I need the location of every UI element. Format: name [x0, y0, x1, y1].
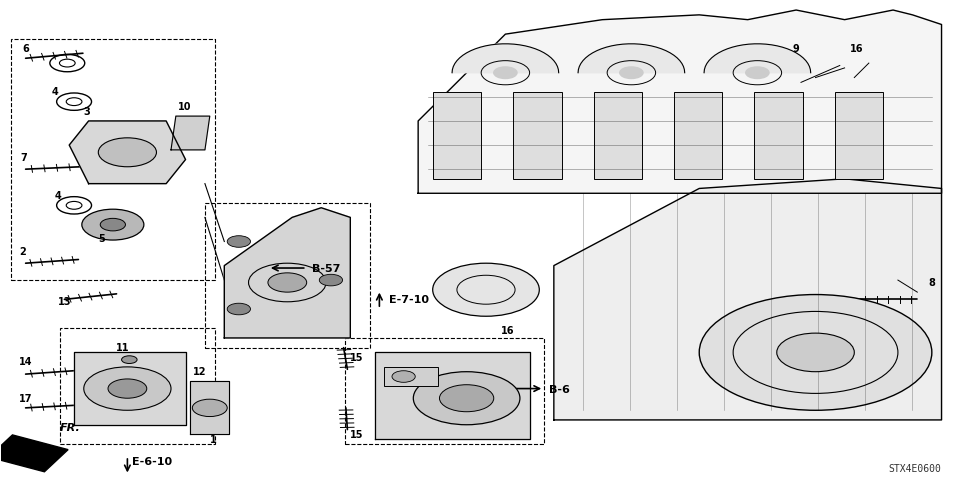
Polygon shape [554, 180, 942, 420]
Polygon shape [418, 11, 942, 194]
Circle shape [439, 385, 494, 412]
Text: 3: 3 [84, 106, 90, 117]
Text: 9: 9 [793, 44, 800, 54]
Text: 15: 15 [350, 429, 364, 439]
Circle shape [100, 219, 125, 231]
Circle shape [227, 236, 251, 248]
Polygon shape [171, 117, 210, 151]
Text: FR.: FR. [59, 422, 81, 432]
Polygon shape [578, 45, 684, 74]
Bar [0, 435, 68, 472]
Bar [433, 93, 481, 180]
Text: 6: 6 [22, 44, 29, 54]
Text: 12: 12 [193, 366, 207, 377]
Circle shape [268, 273, 307, 292]
Bar [205, 203, 369, 348]
Text: E-6-10: E-6-10 [132, 456, 172, 466]
Text: 1: 1 [210, 434, 217, 444]
Polygon shape [225, 208, 350, 338]
Circle shape [699, 295, 932, 410]
Circle shape [108, 379, 147, 398]
Circle shape [84, 367, 171, 410]
Bar [674, 93, 722, 180]
Text: 14: 14 [18, 357, 32, 367]
Bar [345, 338, 544, 444]
Text: 16: 16 [501, 325, 514, 335]
Text: 10: 10 [178, 102, 191, 112]
Text: E-7-10: E-7-10 [389, 295, 429, 304]
Circle shape [192, 399, 227, 417]
Bar [594, 93, 642, 180]
Polygon shape [374, 353, 530, 439]
Circle shape [227, 303, 251, 315]
Text: 16: 16 [850, 44, 863, 54]
Text: B-57: B-57 [312, 263, 340, 273]
Bar [384, 367, 437, 386]
Polygon shape [74, 353, 186, 425]
Text: 4: 4 [52, 87, 58, 97]
Bar [835, 93, 884, 180]
Text: 7: 7 [20, 152, 27, 162]
Circle shape [777, 333, 854, 372]
Circle shape [620, 68, 643, 79]
Bar [754, 93, 803, 180]
Circle shape [433, 264, 539, 317]
Bar [59, 329, 215, 444]
Bar [513, 93, 562, 180]
Text: 2: 2 [18, 246, 25, 256]
Polygon shape [69, 121, 186, 184]
Circle shape [319, 275, 342, 286]
Bar [11, 40, 215, 281]
Text: 15: 15 [350, 352, 364, 362]
Circle shape [122, 356, 137, 364]
Circle shape [98, 138, 156, 167]
Polygon shape [191, 381, 229, 435]
Circle shape [82, 210, 144, 241]
Text: 5: 5 [98, 234, 105, 244]
Text: 8: 8 [928, 277, 935, 287]
Text: B-6: B-6 [549, 384, 570, 394]
Text: 17: 17 [18, 393, 32, 403]
Polygon shape [704, 45, 811, 74]
Circle shape [392, 371, 415, 382]
Text: 4: 4 [54, 191, 61, 201]
Text: 13: 13 [57, 297, 71, 306]
Circle shape [746, 68, 769, 79]
Circle shape [494, 68, 517, 79]
Text: 11: 11 [116, 342, 129, 352]
Text: STX4E0600: STX4E0600 [888, 463, 942, 473]
Circle shape [413, 372, 520, 425]
Polygon shape [452, 45, 559, 74]
